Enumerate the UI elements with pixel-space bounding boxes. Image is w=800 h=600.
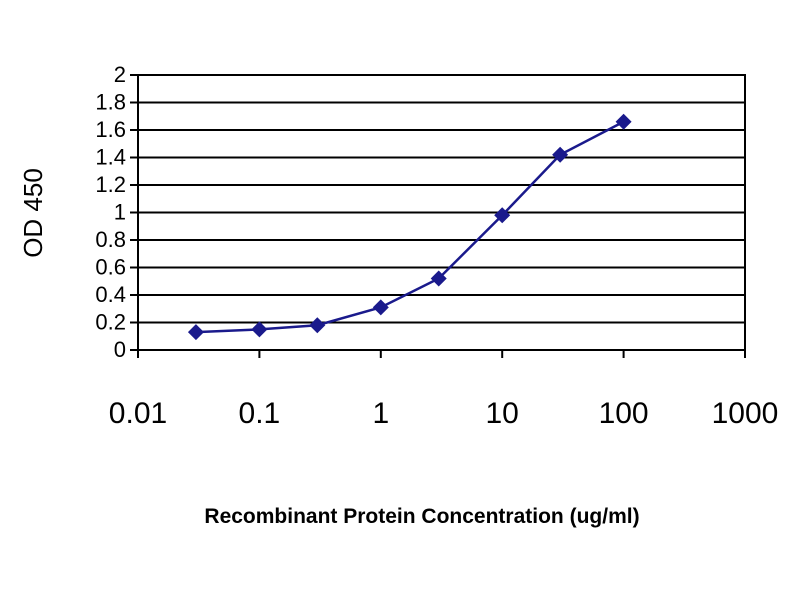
x-tick-label: 100 — [599, 397, 649, 430]
y-tick-label: 1 — [114, 200, 126, 225]
y-tick-label: 0.6 — [95, 255, 126, 280]
gridlines — [138, 74, 745, 324]
x-tick-label: 1 — [372, 397, 389, 430]
data-point-marker — [251, 321, 268, 338]
data-point-marker — [430, 270, 447, 287]
data-point-marker — [494, 207, 511, 224]
data-point-marker — [615, 113, 632, 130]
x-tick-label: 0.1 — [239, 397, 281, 430]
y-tick-label: 1.2 — [95, 172, 126, 197]
x-tick-label: 1000 — [712, 397, 779, 430]
y-tick-label: 0 — [114, 337, 126, 362]
y-axis-label: OD 450 — [18, 168, 48, 258]
y-tick-label: 1.4 — [95, 145, 126, 170]
data-point-marker — [372, 299, 389, 316]
data-series — [187, 113, 632, 341]
y-tick-label: 0.4 — [95, 282, 126, 307]
y-tick-label: 0.8 — [95, 227, 126, 252]
x-tick-label: 0.01 — [109, 397, 167, 430]
x-axis-ticks: 0.01 0.1 1 10 100 1000 — [109, 350, 779, 430]
y-tick-label: 1.8 — [95, 90, 126, 115]
data-point-marker — [309, 317, 326, 334]
x-axis-label: Recombinant Protein Concentration (ug/ml… — [204, 505, 639, 528]
data-point-marker — [552, 146, 569, 163]
y-tick-label: 1.6 — [95, 117, 126, 142]
y-axis-ticks: 00.2 0.40.6 0.81 1.21.4 1.61.8 2 — [95, 62, 138, 362]
data-point-marker — [187, 324, 204, 341]
y-tick-label: 0.2 — [95, 310, 126, 335]
x-tick-label: 10 — [486, 397, 519, 430]
series-line — [195, 120, 625, 334]
y-tick-label: 2 — [114, 62, 126, 87]
